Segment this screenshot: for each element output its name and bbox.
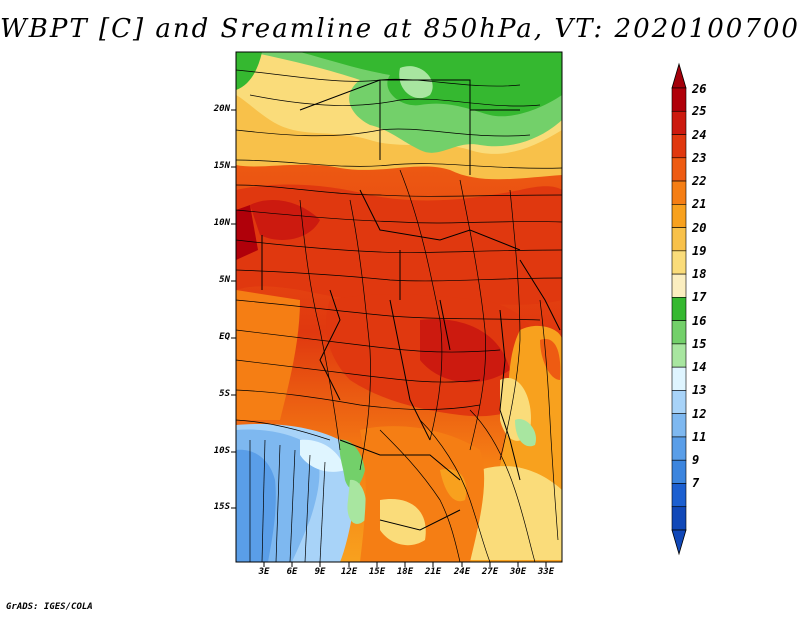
colorbar-label: 25	[692, 104, 707, 119]
lon-label: 27E	[481, 567, 499, 577]
colorbar-label: 23	[692, 150, 707, 165]
streamlines	[236, 69, 562, 562]
colorbar-label: 20	[692, 220, 707, 235]
colorbar-label: 19	[692, 243, 707, 258]
colorbar-segment	[671, 343, 687, 368]
colorbar-segment	[671, 483, 687, 508]
colorbar-label: 14	[692, 360, 707, 375]
colorbar-segment	[671, 320, 687, 345]
colorbar-segment	[671, 157, 687, 182]
colorbar-label: 15	[692, 336, 707, 351]
colorbar-label: 13	[692, 383, 707, 398]
lon-label: 33E	[537, 567, 555, 577]
colorbar-label: 26	[692, 82, 707, 96]
colorbar-segment	[671, 459, 687, 484]
lat-label: 5S	[219, 389, 230, 399]
colorbar-bottom-arrow	[671, 529, 687, 556]
colorbar-segment	[671, 134, 687, 159]
lon-label: 12E	[340, 567, 358, 577]
colorbar-label: 9	[692, 453, 700, 468]
lat-label: 5N	[219, 275, 230, 285]
lon-label: 30E	[509, 567, 527, 577]
colorbar-segment	[671, 506, 687, 531]
lon-label: 3E	[258, 567, 270, 577]
colorbar	[671, 62, 687, 556]
lon-label: 21E	[424, 567, 442, 577]
colorbar-segment	[671, 180, 687, 205]
colorbar-label: 7	[692, 476, 700, 491]
colorbar-segment	[671, 227, 687, 252]
colorbar-label: 11	[692, 429, 707, 444]
map-title: WBPT [C] and Sreamline at 850hPa, VT: 20…	[0, 14, 800, 44]
colorbar-label: 18	[692, 267, 707, 282]
lat-label: 20N	[213, 104, 230, 114]
country-boundaries	[261, 79, 561, 531]
colorbar-segment	[671, 250, 687, 275]
colorbar-label: 12	[692, 406, 707, 421]
lat-label: EQ	[219, 332, 230, 342]
colorbar-segment	[671, 366, 687, 391]
lat-label: 10N	[213, 218, 230, 228]
colorbar-segment	[671, 413, 687, 438]
lon-label: 18E	[396, 567, 414, 577]
colorbar-label: 22	[692, 174, 707, 189]
colorbar-segment	[671, 204, 687, 228]
lat-label: 15N	[213, 161, 230, 171]
colorbar-segment	[671, 390, 687, 414]
temperature-field	[236, 52, 562, 562]
colorbar-segment	[671, 87, 687, 112]
colorbar-top-arrow	[671, 62, 687, 89]
colorbar-segment	[671, 436, 687, 461]
colorbar-label: 16	[692, 313, 707, 328]
plot-frame	[235, 51, 563, 563]
axis-ticks	[231, 109, 547, 567]
colorbar-label: 17	[692, 290, 707, 305]
colorbar-label: 21	[692, 197, 707, 212]
lat-label: 10S	[213, 446, 230, 456]
lon-label: 24E	[453, 567, 471, 577]
colorbar-segment	[671, 297, 687, 321]
footer-credit: GrADS: IGES/COLA	[6, 602, 93, 612]
colorbar-label: 24	[692, 127, 707, 142]
lat-label: 15S	[213, 502, 230, 512]
lon-label: 15E	[368, 567, 386, 577]
lon-label: 6E	[286, 567, 298, 577]
colorbar-segment	[671, 110, 687, 135]
lon-label: 9E	[314, 567, 326, 577]
colorbar-segment	[671, 273, 687, 298]
